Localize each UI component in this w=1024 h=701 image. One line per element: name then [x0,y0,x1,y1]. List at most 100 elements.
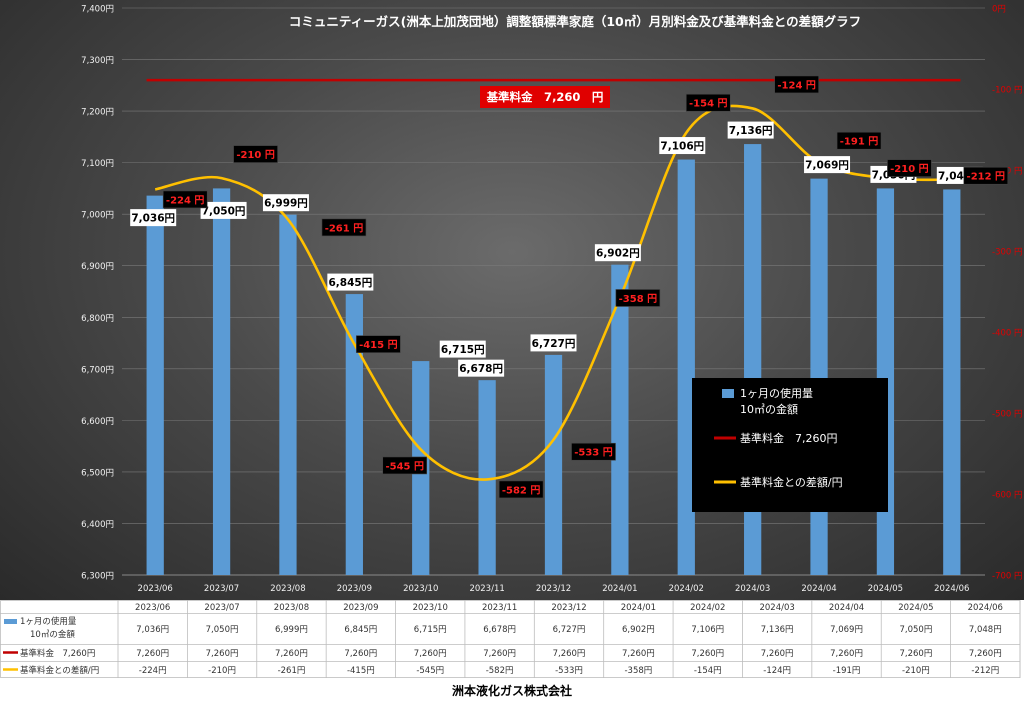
diff-value-label: -582 円 [502,484,541,496]
diff-value-label-box [615,289,661,307]
table-cell-diff: -154円 [694,666,722,676]
diff-value-label: -210 円 [890,163,929,175]
diff-value-label-box [162,190,208,209]
bar-value-label-box [594,244,641,262]
bar-value-label-box [327,273,374,291]
diff-value-label-box [887,159,932,177]
y-right-tick-label: -600 円 [992,491,1023,501]
table-cell-diff: -212円 [971,666,999,676]
diff-value-label: -212 円 [967,171,1006,183]
table-cell-bar: 7,036円 [136,625,169,635]
table-header-cell: 2023/11 [482,603,517,613]
diff-value-label-box [774,75,819,94]
y-left-tick-label: 6,400円 [81,520,114,530]
bar [478,380,496,575]
y-right-tick-label: -400 円 [992,329,1023,339]
bar-value-label-box [458,359,505,377]
x-tick-label: 2023/09 [337,584,372,594]
y-left-tick-label: 7,100円 [81,159,114,169]
chart-title: コミュニティーガス(洲本上加茂団地）調整額標準家庭（10㎥）月別料金及び基準料金… [289,14,861,29]
bar-value-label-box [200,201,247,219]
y-left-tick-label: 6,800円 [81,314,114,324]
y-right-tick-label: -100 円 [992,86,1023,96]
table-cell-diff: -224円 [139,666,167,676]
table-cell-base: 7,260円 [275,649,308,659]
table-row-label-diff: 基準料金との差額/円 [20,665,99,676]
table-cell-diff: -261円 [278,666,306,676]
table-cell-bar: 7,050円 [900,625,933,635]
table-header-cell: 2024/01 [621,603,656,613]
table-swatch-bar [4,619,17,624]
bar [677,159,695,575]
y-right-tick-label: 0円 [992,5,1006,15]
table-cell-diff: -533円 [555,666,583,676]
table-cell-base: 7,260円 [136,649,169,659]
table-header-cell: 2024/04 [829,603,864,613]
bar [810,178,828,575]
table-cell-base: 7,260円 [830,649,863,659]
bar [212,188,231,575]
bar [345,294,363,575]
legend-box [692,378,888,512]
table-cell-diff: -582円 [486,666,514,676]
x-tick-label: 2024/04 [801,584,836,594]
y-left-tick-label: 7,000円 [81,211,114,221]
diff-value-label-box [233,145,278,163]
diff-value-label-box [356,335,401,353]
table-cell-bar: 7,050円 [206,625,239,635]
y-left-tick-label: 7,300円 [81,56,114,66]
diff-value-label: -210 円 [236,149,275,161]
table-header-cell: 2024/02 [690,603,725,613]
y-left-tick-label: 6,900円 [81,262,114,272]
bar-value-label: 7,136円 [729,125,773,137]
table-cell-base: 7,260円 [969,649,1002,659]
data-table-svg: 2023/06 2023/07 2023/08 2023/09 2023/10 2023/… [0,600,1021,678]
data-table: 2023/06 2023/07 2023/08 2023/09 2023/10 2023/… [0,600,1024,678]
table-cell-bar: 7,069円 [830,625,863,635]
x-tick-label: 2023/06 [138,584,173,594]
table-cell-base: 7,260円 [761,649,794,659]
table-cell-bar: 6,845円 [344,625,377,635]
table-cell-bar: 6,902円 [622,625,655,635]
table-row-label-base: 基準料金 7,260円 [20,648,95,659]
x-tick-label: 2023/12 [536,584,571,594]
bar-value-label-box [727,121,774,139]
bar-value-label-box [659,137,706,155]
diff-value-label-box [498,480,544,499]
table-cell-base: 7,260円 [206,649,239,659]
diff-value-label: -224 円 [166,194,205,206]
y-left-tick-label: 7,400円 [81,5,114,15]
bar-value-label: 7,069円 [805,160,849,172]
table-header-cell: 2023/10 [413,603,448,613]
diff-value-label-box [685,93,731,112]
table-cell-base: 7,260円 [553,649,586,659]
x-tick-label: 2023/11 [469,584,504,594]
table-row-label-bar: 1ヶ月の使用量 [20,616,77,627]
table-header-cell: 2024/05 [898,603,933,613]
diff-value-label: -154 円 [689,98,728,110]
bar-value-label: 6,902円 [596,248,640,260]
diff-line [154,104,952,481]
table-cell-diff: -191円 [833,666,861,676]
table-header-cell: 2023/08 [274,603,309,613]
table-cell-diff: -124円 [763,666,791,676]
y-right-tick-label: -500 円 [992,410,1023,420]
table-cell-base: 7,260円 [414,649,447,659]
bar [279,214,297,575]
diff-value-label-box [963,166,1009,185]
table-header-cell: 2024/03 [759,603,794,613]
bar [611,264,629,575]
table-header-cell: 2023/12 [551,603,586,613]
x-tick-label: 2024/06 [934,584,969,594]
legend-label-bar: 1ヶ月の使用量 [740,387,813,400]
table-cell-diff: -358円 [624,666,652,676]
table-cell-base: 7,260円 [483,649,516,659]
bar-value-label: 6,727円 [532,338,576,350]
base-price-label-box [480,86,610,108]
table-cell-bar: 6,678円 [483,625,516,635]
legend-label-base: 基準料金 7,260円 [740,431,838,445]
chart-svg: 6,300円 6,400円 6,500円 6,600円 6,700円 6,800円 6,90… [81,5,1023,595]
x-tick-label: 2024/03 [735,584,770,594]
y-right-tick-label: -700 円 [992,572,1023,582]
bar-value-label: 6,715円 [441,344,485,356]
